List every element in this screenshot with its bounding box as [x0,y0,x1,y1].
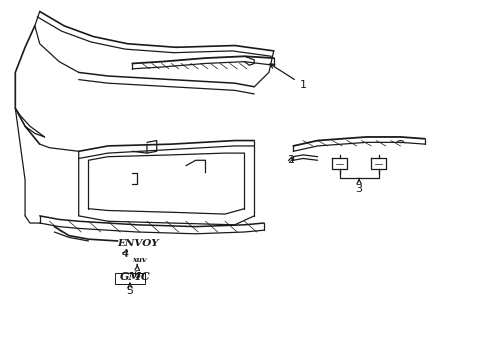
Text: 4: 4 [121,248,128,258]
Text: 1: 1 [269,64,306,90]
Text: 3: 3 [355,179,362,194]
Text: 2: 2 [286,155,294,165]
Text: 5: 5 [126,283,133,296]
Text: xuv: xuv [132,256,146,264]
Text: 6: 6 [133,265,141,280]
Text: ENVOY: ENVOY [118,239,159,248]
Text: GMC: GMC [120,271,151,282]
